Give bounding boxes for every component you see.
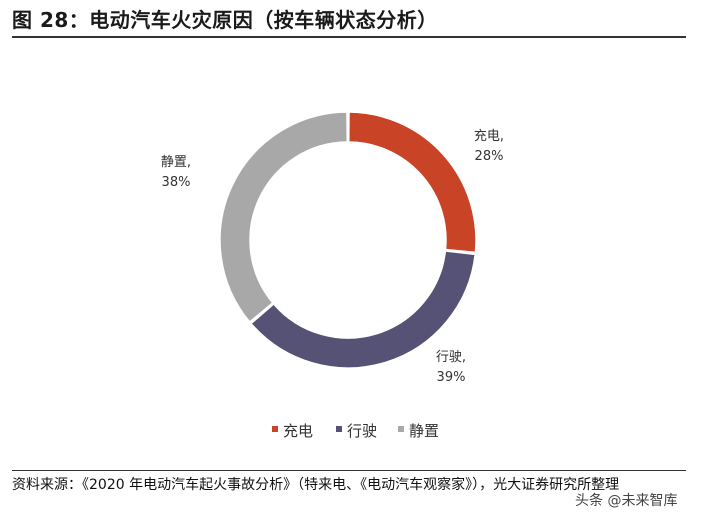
figure-title: 图 28：电动汽车火灾原因（按车辆状态分析） <box>12 8 438 32</box>
title-rule <box>12 36 686 38</box>
slice-label-value-2: 39% <box>437 370 466 385</box>
slice-label-name-1: 充电, <box>474 128 504 144</box>
slice-label-name-3: 静置, <box>161 155 191 170</box>
legend-swatch-2 <box>336 426 342 432</box>
donut-slice-2 <box>249 250 477 369</box>
legend-swatch-3 <box>398 426 404 432</box>
slice-label-value-1: 28% <box>475 149 504 164</box>
donut-slice-3 <box>219 111 348 324</box>
legend-label-1: 充电 <box>283 422 313 440</box>
legend-swatch-1 <box>272 426 278 432</box>
legend-label-2: 行驶 <box>347 422 377 440</box>
donut-slice-1 <box>348 111 477 254</box>
source-note: 资料来源：《2020 年电动汽车起火事故分析》（特来电、《电动汽车观察家》），光… <box>12 477 620 493</box>
legend-label-3: 静置 <box>409 422 439 440</box>
watermark: 头条 @未来智库 <box>575 493 678 509</box>
source-rule <box>12 470 686 471</box>
slice-label-value-3: 38% <box>162 175 191 190</box>
donut-chart: 充电, 28% 行驶, 39% 静置, 38% 充电 行驶 静置 <box>161 111 504 440</box>
slice-label-name-2: 行驶, <box>436 350 466 365</box>
